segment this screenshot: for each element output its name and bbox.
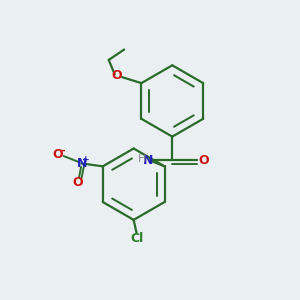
Text: H: H (138, 154, 146, 164)
Text: N: N (143, 154, 154, 166)
Text: Cl: Cl (130, 232, 143, 245)
Text: O: O (72, 176, 83, 190)
Text: N: N (77, 157, 87, 170)
Text: -: - (60, 146, 65, 156)
Text: +: + (82, 155, 89, 164)
Text: O: O (198, 154, 208, 167)
Text: O: O (111, 70, 122, 83)
Text: O: O (53, 148, 64, 161)
